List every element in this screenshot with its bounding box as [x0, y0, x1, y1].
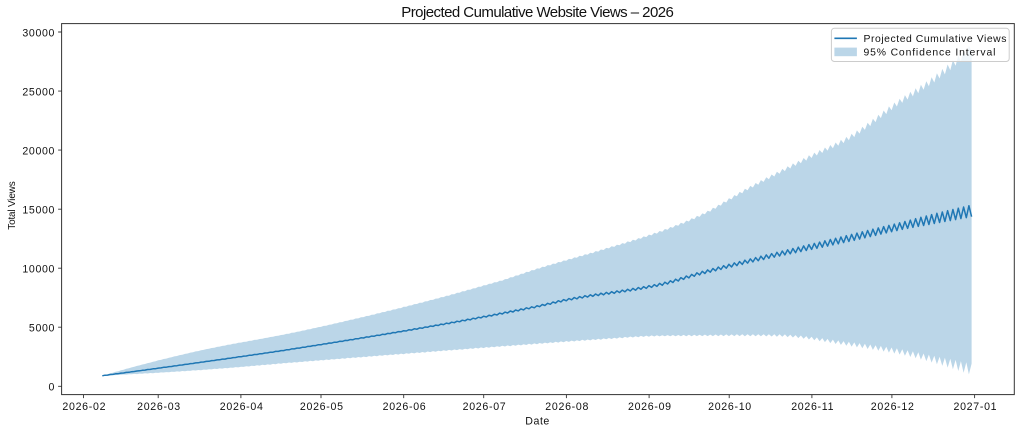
svg-text:2026-03: 2026-03 [137, 401, 181, 413]
svg-text:Projected Cumulative Views: Projected Cumulative Views [864, 34, 1007, 45]
svg-text:5000: 5000 [29, 323, 55, 335]
svg-text:2026-10: 2026-10 [708, 401, 752, 413]
svg-text:Projected Cumulative Website V: Projected Cumulative Website Views – 202… [401, 4, 673, 21]
svg-text:0: 0 [49, 382, 56, 394]
svg-text:2026-07: 2026-07 [463, 401, 507, 413]
svg-text:2026-12: 2026-12 [871, 401, 915, 413]
svg-text:Date: Date [525, 416, 550, 428]
svg-text:2026-08: 2026-08 [545, 401, 589, 413]
svg-text:25000: 25000 [22, 86, 55, 98]
svg-text:30000: 30000 [22, 27, 55, 39]
svg-text:2026-02: 2026-02 [62, 401, 106, 413]
svg-text:Total Views: Total Views [7, 181, 18, 229]
svg-text:2026-05: 2026-05 [300, 401, 344, 413]
svg-text:10000: 10000 [22, 264, 55, 276]
svg-text:20000: 20000 [22, 145, 55, 157]
svg-text:2026-06: 2026-06 [383, 401, 427, 413]
svg-text:2027-01: 2027-01 [954, 401, 998, 413]
svg-text:15000: 15000 [22, 205, 55, 217]
svg-text:2026-04: 2026-04 [220, 401, 264, 413]
svg-text:2026-09: 2026-09 [628, 401, 672, 413]
svg-text:2026-11: 2026-11 [791, 401, 834, 413]
svg-text:95% Confidence Interval: 95% Confidence Interval [864, 48, 997, 59]
